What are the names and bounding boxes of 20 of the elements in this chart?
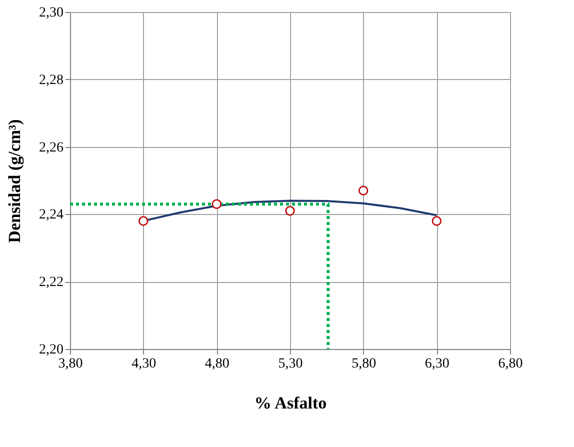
y-tick-label: 2,30 — [39, 6, 64, 20]
y-tick-label: 2,22 — [39, 275, 64, 290]
y-tick-label: 2,24 — [39, 208, 64, 223]
x-tick-label: 6,80 — [498, 356, 523, 372]
x-tick-label: 6,30 — [424, 356, 450, 372]
x-axis-title: % Asfalto — [254, 394, 327, 412]
x-tick-label: 4,30 — [132, 356, 156, 372]
point — [138, 216, 148, 226]
y-tick-label: 2,26 — [39, 140, 64, 156]
x-tick-label: 5,80 — [352, 356, 376, 372]
y-tick-label: 2,28 — [39, 72, 64, 88]
point — [432, 216, 442, 226]
y-tick-label: 2,20 — [39, 342, 64, 358]
point — [212, 199, 222, 209]
x-tick-label: 4,80 — [204, 356, 230, 372]
x-tick-label: 5,30 — [278, 356, 303, 372]
point — [285, 206, 295, 216]
y-axis-title: Densidad (g/cm³) — [5, 119, 24, 243]
point — [358, 186, 368, 196]
x-tick-label: 3,80 — [58, 356, 83, 372]
